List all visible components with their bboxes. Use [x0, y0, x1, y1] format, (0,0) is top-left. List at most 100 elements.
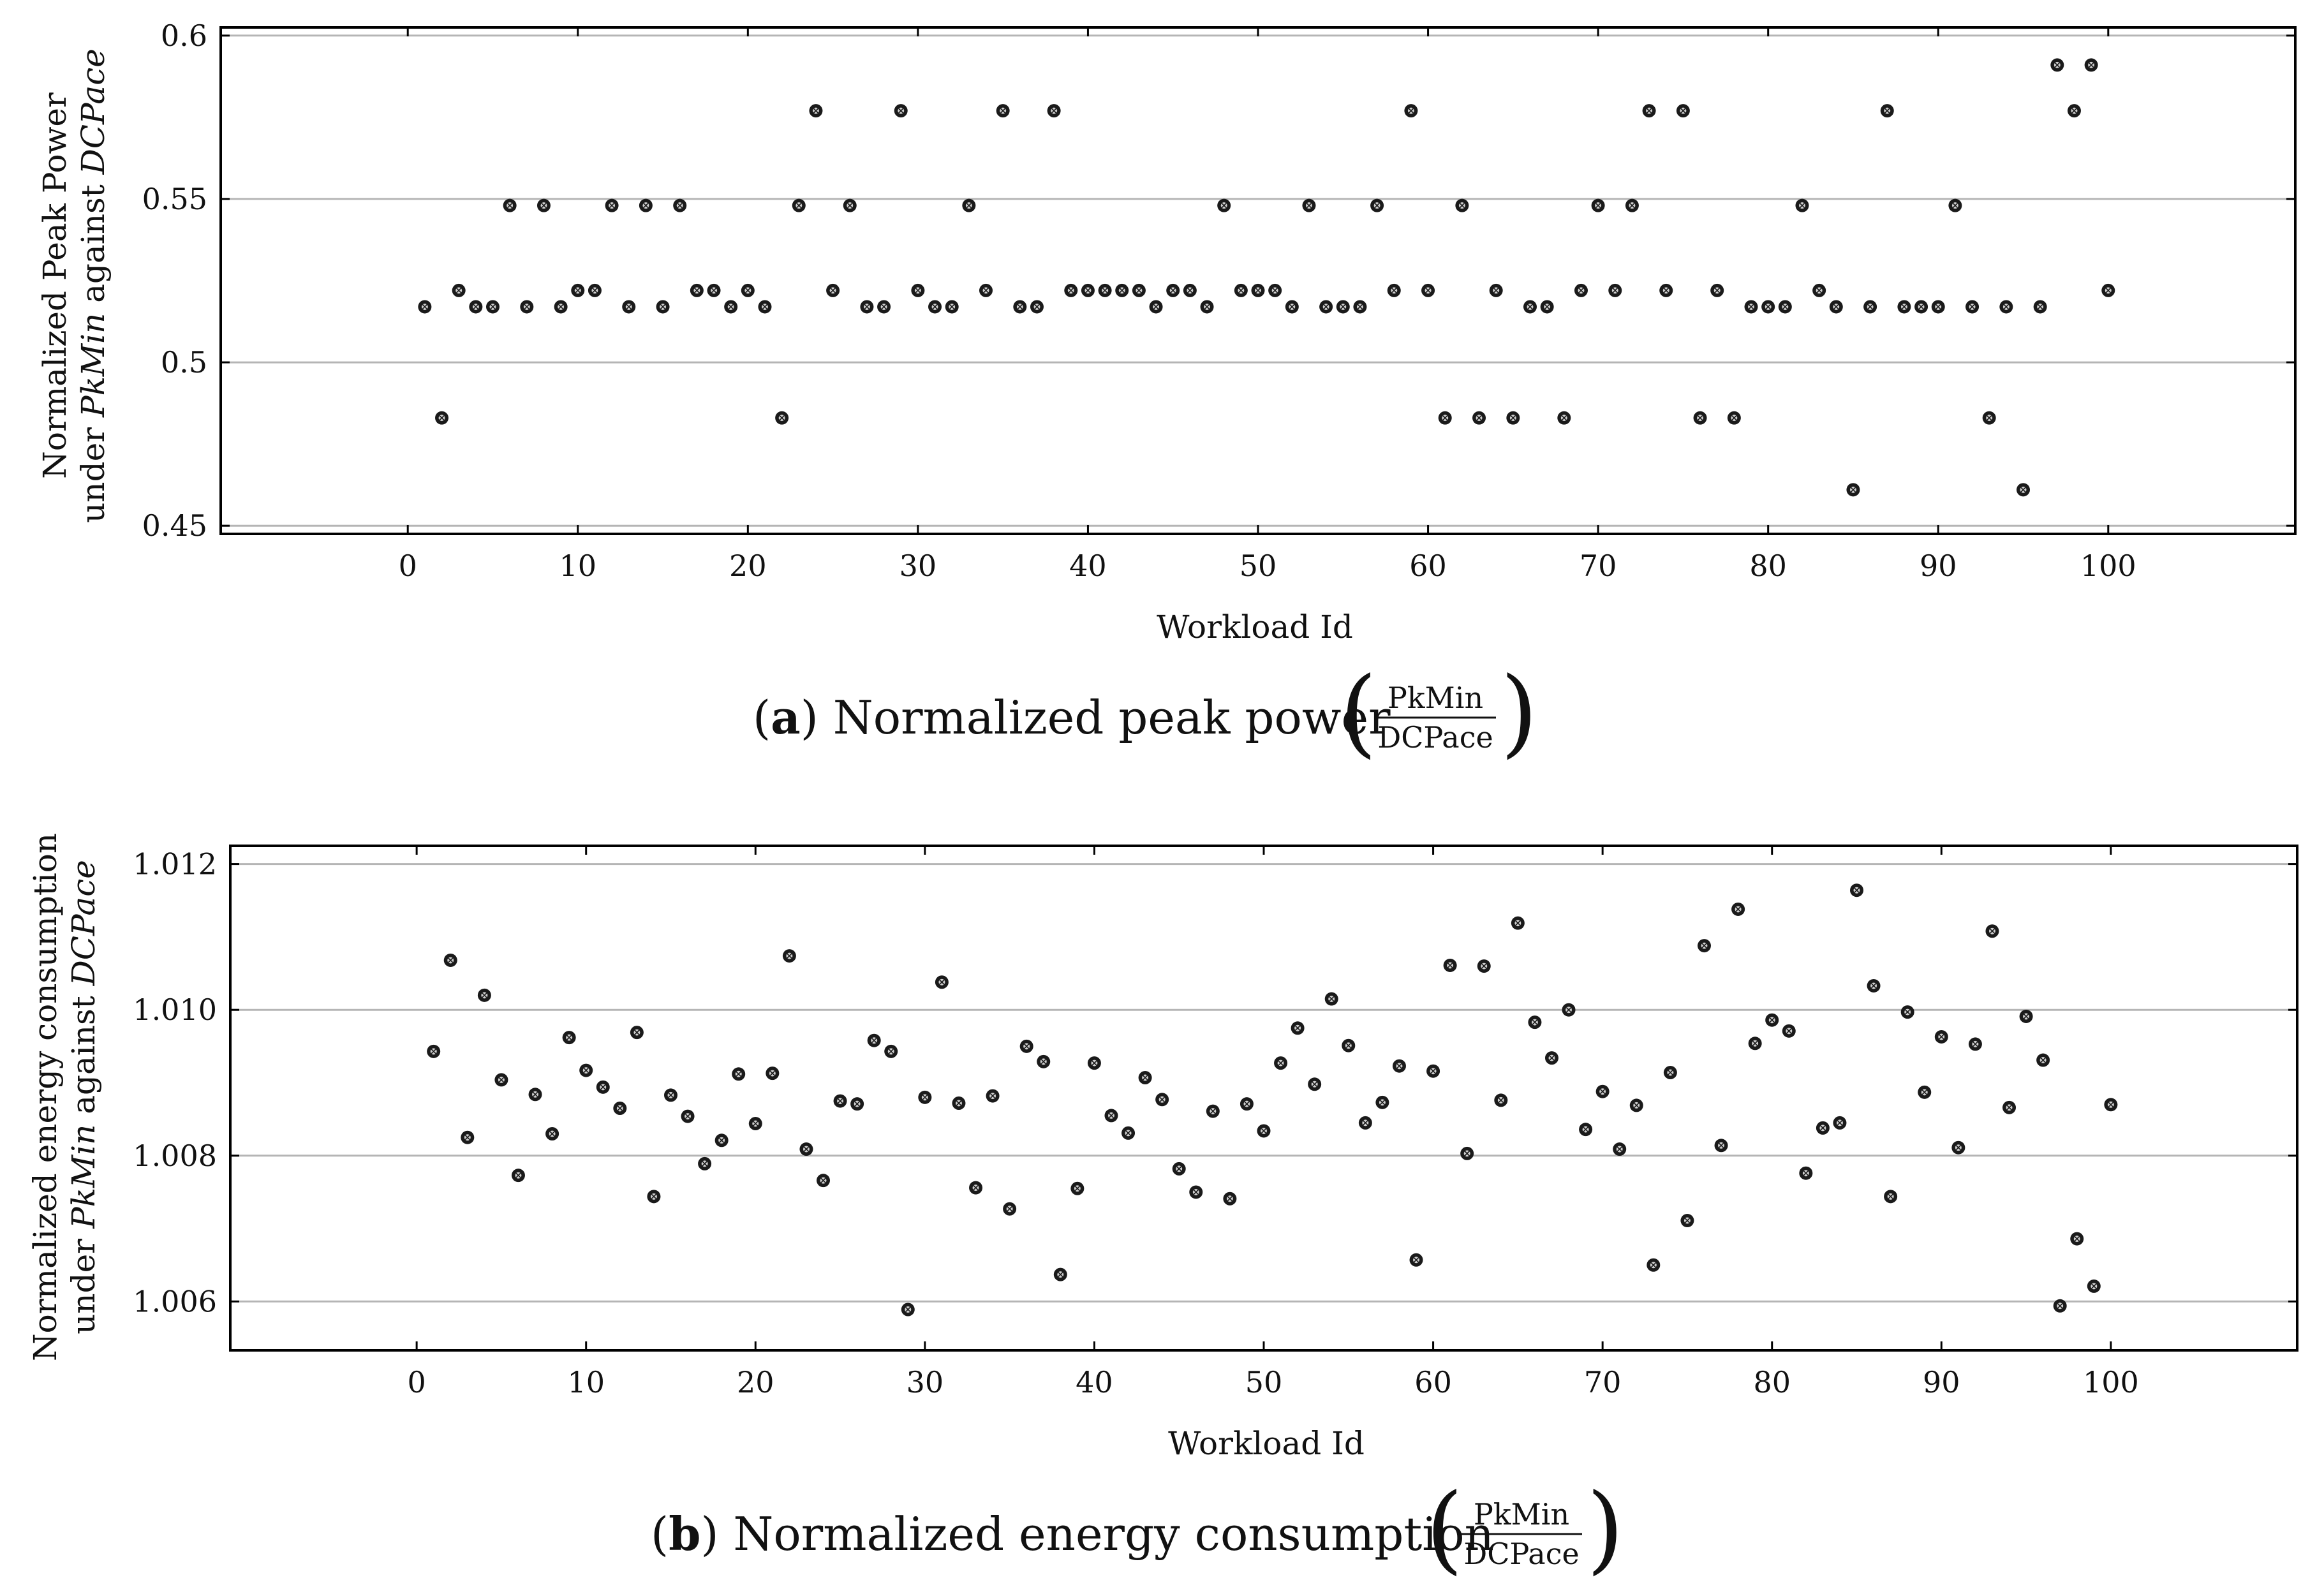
data-point-b: [817, 1174, 831, 1188]
data-point-a: [1030, 300, 1044, 314]
data-point-a: [809, 104, 823, 118]
data-point-a: [1302, 198, 1316, 212]
data-point-b: [782, 949, 796, 963]
data-point-a: [2084, 58, 2098, 72]
data-point-b: [986, 1089, 1000, 1103]
data-point-b: [1663, 1065, 1677, 1079]
data-point-a: [2067, 104, 2081, 118]
data-point-a: [1336, 300, 1350, 314]
data-point-a: [622, 300, 636, 314]
data-point-a: [520, 300, 534, 314]
data-point-b: [1918, 1085, 1932, 1099]
data-point-b: [443, 953, 457, 967]
data-point-a: [554, 300, 568, 314]
data-point-b: [1528, 1015, 1542, 1029]
data-point-b: [1714, 1139, 1728, 1153]
y-axis-label-a-line2: under PkMin against DCPace: [75, 48, 112, 523]
data-point-b: [1053, 1267, 1067, 1281]
data-point-a: [1999, 300, 2013, 314]
data-point-b: [1816, 1121, 1830, 1135]
data-point-a: [1897, 300, 1911, 314]
data-point-b: [969, 1181, 983, 1195]
caption-a-text: (a) Normalized peak power: [753, 690, 1391, 744]
data-point-b: [1647, 1258, 1661, 1272]
data-point-b: [1782, 1024, 1796, 1038]
data-point-a: [1472, 411, 1486, 425]
x-tick-label-b: 40: [1076, 1365, 1113, 1399]
data-point-b: [1680, 1214, 1694, 1228]
data-point-a: [639, 198, 653, 212]
caption-b-rparen: ): [1587, 1473, 1624, 1584]
data-point-b: [1070, 1181, 1084, 1195]
data-point-a: [707, 283, 721, 297]
data-point-a: [605, 198, 619, 212]
x-tick-label-a: 70: [1580, 549, 1617, 583]
x-tick-label-b: 50: [1245, 1365, 1283, 1399]
data-point-a: [1353, 300, 1367, 314]
data-point-b: [1324, 992, 1338, 1006]
data-point-b: [766, 1066, 780, 1081]
data-point-a: [1608, 283, 1622, 297]
data-point-b: [1544, 1051, 1558, 1065]
data-point-a: [1727, 411, 1741, 425]
data-point-a: [1455, 198, 1469, 212]
data-point-b: [1697, 939, 1711, 953]
x-tick-label-a: 80: [1749, 549, 1787, 583]
data-point-a: [1200, 300, 1214, 314]
data-point-a: [945, 300, 959, 314]
data-point-a: [1591, 198, 1605, 212]
data-point-b: [545, 1127, 559, 1141]
data-point-a: [503, 198, 517, 212]
data-point-b: [1121, 1126, 1136, 1140]
y-tick-label-a: 0.5: [161, 345, 207, 380]
y-tick-label-b: 1.008: [133, 1139, 217, 1173]
data-point-b: [732, 1067, 746, 1081]
data-point-a: [1013, 300, 1027, 314]
data-point-b: [562, 1031, 576, 1045]
data-point-a: [2033, 300, 2047, 314]
data-point-b: [1291, 1021, 1305, 1035]
data-point-a: [1676, 104, 1690, 118]
y-axis-label-b: Normalized energy consumption under PkMi…: [27, 833, 102, 1361]
y-axis-label-b-line2: under PkMin against DCPace: [65, 860, 102, 1334]
x-tick-label-a: 30: [899, 549, 937, 583]
data-point-a: [843, 198, 857, 212]
data-point-b: [1392, 1059, 1406, 1073]
data-point-b: [1240, 1097, 1254, 1111]
data-point-b: [884, 1044, 898, 1058]
data-point-b: [1900, 1005, 1914, 1019]
data-point-b: [952, 1096, 966, 1111]
x-tick-label-a: 100: [2080, 549, 2136, 583]
data-point-b: [2104, 1098, 2118, 1112]
plot-area-a: 0.45 0.5 0.55 0.6 0 10 20 30 40 50 60 70 80 90 100: [142, 18, 2297, 583]
data-point-b: [748, 1117, 762, 1131]
data-point-b: [850, 1097, 864, 1111]
data-point-b: [1748, 1037, 1762, 1051]
data-point-a: [1421, 283, 1435, 297]
data-point-a: [1166, 283, 1180, 297]
data-point-a: [1982, 411, 1996, 425]
data-point-a: [485, 300, 500, 314]
x-tick-label-b: 60: [1414, 1365, 1452, 1399]
data-point-a: [1319, 300, 1333, 314]
data-point-a: [996, 104, 1010, 118]
x-tick-label-a: 20: [729, 549, 767, 583]
data-point-a: [1404, 104, 1418, 118]
data-point-a: [1149, 300, 1163, 314]
x-tick-label-a: 40: [1069, 549, 1107, 583]
data-point-a: [2050, 58, 2064, 72]
data-point-a: [1795, 198, 1809, 212]
data-point-a: [1557, 411, 1571, 425]
x-axis-label-b: Workload Id: [1168, 1425, 1365, 1462]
data-point-b: [596, 1080, 610, 1094]
data-point-a: [826, 283, 840, 297]
data-point-a: [1489, 283, 1503, 297]
data-point-a: [1863, 300, 1877, 314]
data-point-b: [681, 1109, 695, 1123]
data-point-b: [1595, 1084, 1610, 1098]
data-point-a: [724, 300, 738, 314]
data-point-b: [2070, 1232, 2084, 1246]
data-point-b: [1968, 1037, 1982, 1051]
data-point-b: [1375, 1095, 1389, 1109]
data-point-a: [469, 300, 483, 314]
